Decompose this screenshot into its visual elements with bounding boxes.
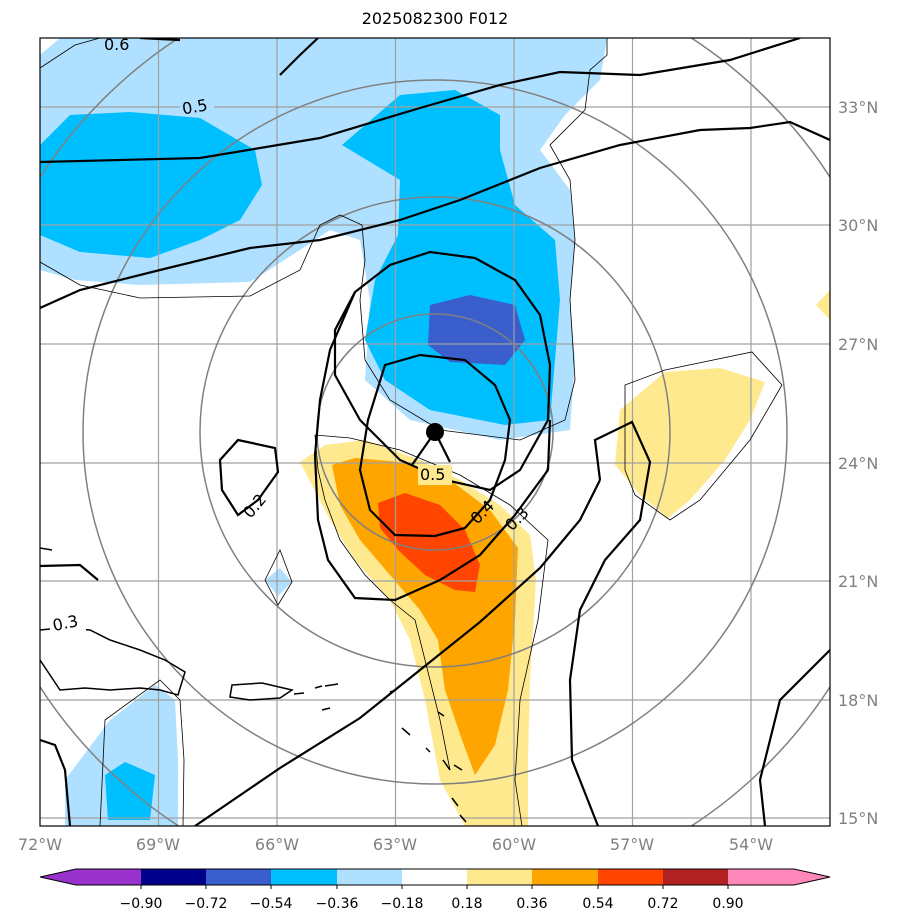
colorbar-segment [467,869,532,885]
lon-tick-label: 60°W [492,835,536,854]
thin-contours [40,38,783,826]
map-plot-area: 0.6 0.5 0.5 0.4 0.3 0.2 0.3 [40,35,830,826]
contour-label: 0.5 [420,465,445,484]
colorbar-tick-label: 0.36 [516,896,547,912]
colorbar-segment [402,869,467,885]
coastlines [40,547,467,823]
colorbar-segment [728,869,794,885]
lon-tick-label: 72°W [18,835,62,854]
shading-red-orange [378,493,480,592]
lat-tick-label: 33°N [838,98,878,117]
colorbar-segment [271,869,337,885]
colorbar-tick-label: −0.90 [120,896,163,912]
lon-tick-labels: 72°W 69°W 66°W 63°W 60°W 57°W 54°W [18,835,773,854]
colorbar-segment [532,869,598,885]
lon-tick-label: 63°W [373,835,417,854]
colorbar-tick-label: −0.72 [185,896,228,912]
lat-tick-label: 24°N [838,454,878,473]
colorbar-segment [76,869,141,885]
figure-title: 2025082300 F012 [361,9,509,28]
shading-orange [332,458,518,775]
lon-tick-label: 69°W [136,835,180,854]
lat-tick-label: 15°N [838,809,878,828]
colorbar-segment [206,869,271,885]
lat-tick-labels: 15°N 18°N 21°N 24°N 27°N 30°N 33°N [838,98,878,828]
map-frame [39,37,831,827]
colorbar-tick-label: 0.18 [451,896,482,912]
colorbar-segment [337,869,402,885]
lon-tick-label: 57°W [610,835,654,854]
shading-royal-blue [428,295,525,365]
contour-label: 0.3 [51,611,80,635]
shading-blue-small [265,568,292,596]
colorbar-overflow-arrow [794,869,830,885]
lat-tick-label: 18°N [838,691,878,710]
colorbar-segment [141,869,206,885]
colorbar [39,868,831,889]
contour-label: 0.6 [104,35,129,54]
lon-tick-label: 66°W [255,835,299,854]
colorbar-tick-label: −0.54 [250,896,293,912]
colorbar-tick-label: −0.18 [381,896,424,912]
shading-yellow-east [615,368,765,518]
colorbar-tick-label: 0.72 [647,896,678,912]
colorbar-tick-labels: −0.90 −0.72 −0.54 −0.36 −0.18 0.18 0.36 … [120,896,744,912]
lon-tick-label: 54°W [729,835,773,854]
colorbar-outline [39,868,831,886]
storm-center-marker [426,423,444,441]
contour-label: 0.5 [181,95,209,118]
lat-tick-label: 27°N [838,335,878,354]
colorbar-tick-label: 0.54 [582,896,613,912]
colorbar-tick-label: −0.36 [316,896,359,912]
colorbar-tick-label: 0.90 [712,896,743,912]
shading-blue-north [40,112,262,258]
colorbar-segment [598,869,663,885]
shading-yellow-edge [816,290,830,320]
colorbar-segment [663,869,728,885]
shading-blue-sw [105,762,155,820]
lat-tick-label: 30°N [838,216,878,235]
lat-tick-label: 21°N [838,572,878,591]
colorbar-underflow-arrow [40,869,76,885]
